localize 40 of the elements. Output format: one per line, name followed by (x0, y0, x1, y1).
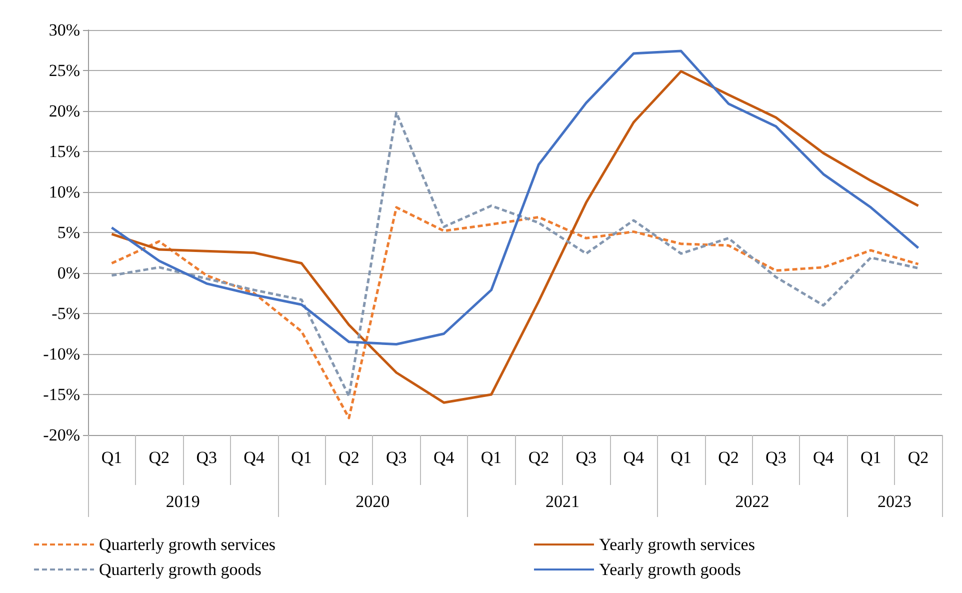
text: 2023 (878, 492, 912, 511)
text: 2022 (735, 492, 770, 511)
line-series (110, 50, 920, 346)
x-tick-label: Q3 (576, 448, 597, 467)
x-tick-label: Q2 (718, 448, 739, 467)
y-tick-label: 25% (48, 61, 80, 80)
text: 2021 (545, 492, 580, 511)
x-tick-label: Q4 (623, 448, 644, 467)
x-tick-label: Q2 (528, 448, 550, 467)
x-tick-label: Q1 (860, 448, 882, 467)
legend-label: Quarterly growth goods (99, 560, 262, 579)
y-tick-label: 0% (57, 264, 80, 282)
x-tick-label: Q4 (813, 448, 834, 467)
x-tick-label: Q2 (338, 448, 360, 467)
legend-label: Quarterly growth services (99, 535, 276, 554)
x-tick-label: Q1 (101, 448, 122, 467)
x-tick-label: Q4 (244, 448, 265, 467)
x-tick-label: Q4 (433, 448, 455, 467)
x-tick-label: Q2 (148, 448, 170, 467)
x-tick-label: Q1 (291, 448, 312, 467)
y-tick-label: -15% (43, 385, 80, 404)
line-series (110, 206, 920, 420)
x-tick-label: Q1 (670, 448, 692, 467)
y-tick-label: -5% (52, 304, 80, 323)
x-tick-label: Q2 (908, 448, 929, 467)
y-tick-label: 15% (48, 142, 80, 161)
legend-label: Yearly growth services (599, 535, 755, 554)
y-tick-label: 5% (57, 223, 80, 242)
y-tick-label: 20% (48, 102, 80, 120)
x-tick-label: Q3 (766, 448, 786, 467)
y-tick-label: -20% (43, 426, 80, 444)
x-tick-label: Q3 (196, 448, 217, 467)
text: 2019 (166, 492, 200, 511)
x-tick-label: Q1 (480, 448, 502, 467)
text: 2020 (356, 492, 390, 511)
x-tick-label: Q3 (386, 448, 407, 467)
y-tick-label: 10% (48, 182, 80, 202)
y-tick-label: 30% (48, 20, 80, 40)
y-tick-label: -10% (43, 344, 80, 364)
legend-label: Yearly growth goods (599, 560, 741, 579)
